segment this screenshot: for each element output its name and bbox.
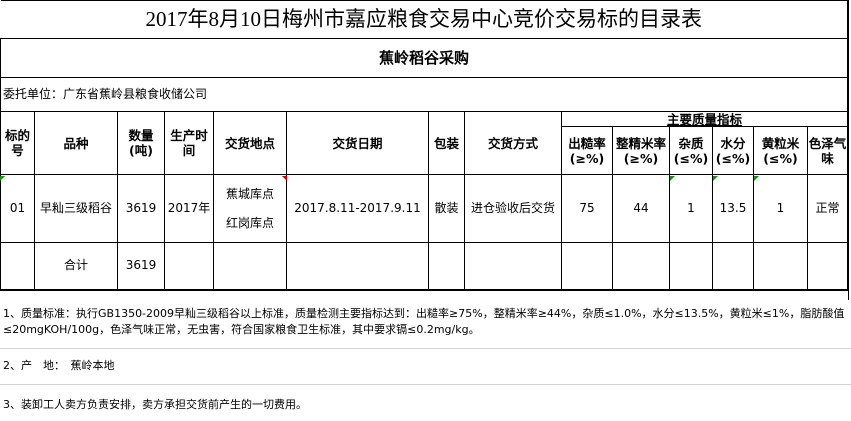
total-label: 合计 <box>34 242 118 290</box>
total-quantity: 3619 <box>117 242 165 290</box>
table-row: 01 早籼三级稻谷 3619 2017年 蕉城库点 红岗库点 2017.8.11… <box>0 174 848 243</box>
header-moisture: 水分(≤%) <box>712 126 754 175</box>
delivery-place-2: 红岗库点 <box>225 215 274 230</box>
gridline <box>0 348 851 349</box>
header-yellow-rice: 黄粒米(≤%) <box>753 126 808 175</box>
header-production-time: 生产时间 <box>164 111 214 175</box>
gridline <box>0 384 851 385</box>
cell-delivery-place: 蕉城库点 红岗库点 <box>213 174 287 243</box>
comment-marker <box>0 176 5 181</box>
comment-marker <box>754 176 759 181</box>
header-variety: 品种 <box>34 111 118 175</box>
header-delivery-date: 交货日期 <box>286 111 429 175</box>
page-title: 2017年8月10日梅州市嘉应粮食交易中心竞价交易标的目录表 <box>0 0 848 39</box>
comment-marker <box>713 176 718 181</box>
note-origin: 2、产 地： 蕉岭本地 <box>3 359 115 372</box>
cell-moisture: 13.5 <box>712 174 754 243</box>
delivery-place-1: 蕉城库点 <box>225 186 274 201</box>
total-row: 合计 3619 <box>0 242 848 290</box>
cell-quantity: 3619 <box>117 174 165 243</box>
header-quality-group: 主要质量指标 <box>561 111 848 127</box>
header-quantity: 数量(吨) <box>117 111 165 175</box>
right-border <box>848 0 849 300</box>
cell-variety: 早籼三级稻谷 <box>34 174 118 243</box>
cell-lot-no: 01 <box>0 174 35 243</box>
comment-marker <box>670 176 675 181</box>
cell-packaging: 散装 <box>428 174 465 243</box>
cell-yellow-rice: 1 <box>753 174 808 243</box>
header-color-smell: 色泽气味 <box>807 126 848 175</box>
header-lot-no: 标的号 <box>0 111 35 175</box>
page-subtitle: 蕉岭稻谷采购 <box>0 38 848 78</box>
header-delivery-method: 交货方式 <box>464 111 562 175</box>
cell-delivery-date: 2017.8.11-2017.9.11 <box>286 174 429 243</box>
cell-production-time: 2017年 <box>164 174 214 243</box>
cell-impurity: 1 <box>669 174 713 243</box>
client-unit: 委托单位：广东省蕉岭县粮食收储公司 <box>0 77 848 112</box>
header-milling-rate: 出糙率(≥%) <box>561 126 613 175</box>
cell-color-smell: 正常 <box>807 174 848 243</box>
header-packaging: 包装 <box>428 111 465 175</box>
cell-milling-rate: 75 <box>561 174 613 243</box>
header-delivery-place: 交货地点 <box>213 111 287 175</box>
header-head-rice-rate: 整精米率(≥%) <box>612 126 670 175</box>
note-loading: 3、装卸工人卖方负责安排，卖方承担交货前产生的一切费用。 <box>3 398 307 411</box>
comment-marker <box>282 176 287 181</box>
cell-delivery-method: 进仓验收后交货 <box>464 174 562 243</box>
note-quality-standard: 1、质量标准：执行GB1350-2009早籼三级稻谷以上标准，质量检测主要指标达… <box>3 307 845 336</box>
header-impurity: 杂质(≤%) <box>669 126 713 175</box>
cell-head-rice-rate: 44 <box>612 174 670 243</box>
catalog-table: 2017年8月10日梅州市嘉应粮食交易中心竞价交易标的目录表 蕉岭稻谷采购 委托… <box>0 0 848 290</box>
